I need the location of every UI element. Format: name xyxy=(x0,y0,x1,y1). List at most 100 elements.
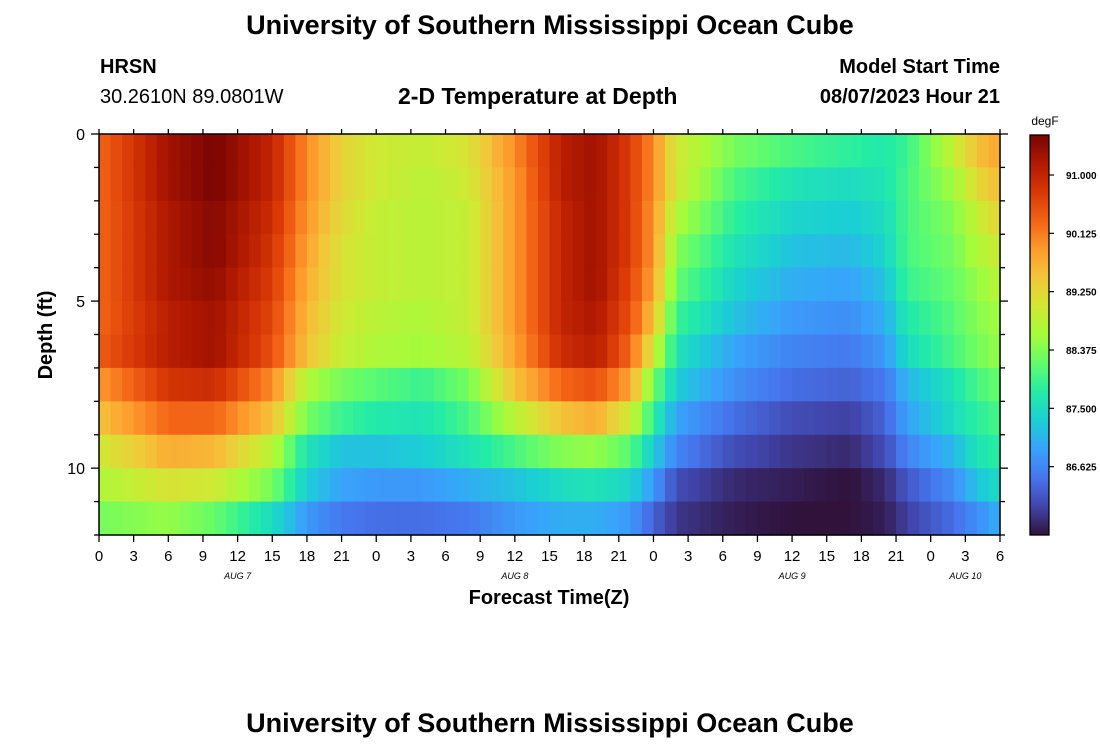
heat-cell xyxy=(861,301,874,336)
heat-cell xyxy=(676,501,689,536)
heat-cell xyxy=(572,334,585,369)
heat-cell xyxy=(295,267,308,302)
heat-cell xyxy=(295,367,308,402)
heat-cell xyxy=(976,267,990,302)
heat-cell xyxy=(838,301,851,336)
heat-cell xyxy=(433,367,447,402)
heat-cell xyxy=(480,367,493,402)
heat-cell xyxy=(202,501,216,536)
heat-cell xyxy=(318,134,331,169)
heat-cell xyxy=(122,200,135,235)
heat-cell xyxy=(792,367,805,402)
heat-cell xyxy=(919,167,932,202)
heat-cell xyxy=(734,167,747,202)
heat-cell xyxy=(711,301,724,336)
heat-cell xyxy=(295,334,308,369)
heat-cell xyxy=(838,468,851,503)
heat-cell xyxy=(665,334,678,369)
heat-cell xyxy=(514,334,527,369)
heat-cell xyxy=(272,200,285,235)
heat-cell xyxy=(745,267,759,302)
heat-cell xyxy=(260,234,273,269)
heat-cell xyxy=(503,234,516,269)
heat-cell xyxy=(514,401,527,436)
heat-cell xyxy=(318,334,331,369)
heat-cell xyxy=(803,301,816,336)
heat-cell xyxy=(214,267,227,302)
heat-cell xyxy=(780,167,793,202)
heat-cell xyxy=(780,501,793,536)
heat-cell xyxy=(607,367,620,402)
heat-cell xyxy=(803,134,816,169)
heat-cell xyxy=(145,334,158,369)
heat-cell xyxy=(537,367,551,402)
heat-cell xyxy=(641,267,655,302)
heat-cell xyxy=(168,301,181,336)
heat-cell xyxy=(768,468,782,503)
heat-cell xyxy=(942,134,955,169)
heat-cell xyxy=(133,167,146,202)
heat-cell xyxy=(156,434,169,469)
heat-cell xyxy=(226,367,239,402)
heat-cell xyxy=(815,468,828,503)
heat-cell xyxy=(630,134,643,169)
heat-cell xyxy=(641,434,655,469)
heat-cell xyxy=(884,200,897,235)
heat-cell xyxy=(376,334,389,369)
heat-cell xyxy=(722,468,735,503)
heat-cell xyxy=(457,468,470,503)
heat-cell xyxy=(688,167,701,202)
heat-cell xyxy=(734,367,747,402)
heat-cell xyxy=(849,134,862,169)
heat-cell xyxy=(179,468,193,503)
heat-cell xyxy=(480,234,493,269)
heat-cell xyxy=(872,367,886,402)
heat-cell xyxy=(503,501,516,536)
heat-cell xyxy=(907,401,920,436)
heat-cell xyxy=(815,200,828,235)
heat-cell xyxy=(549,267,562,302)
heat-cell xyxy=(907,501,920,536)
heat-cell xyxy=(607,301,620,336)
heat-cell xyxy=(653,468,666,503)
heat-cell xyxy=(595,367,608,402)
heat-cell xyxy=(237,367,250,402)
heat-cell xyxy=(353,401,366,436)
heat-cell xyxy=(665,301,678,336)
heat-cell xyxy=(780,267,793,302)
heat-cell xyxy=(572,434,585,469)
heat-cell xyxy=(537,167,551,202)
heat-cell xyxy=(480,200,493,235)
heat-cell xyxy=(145,167,158,202)
heat-cell xyxy=(549,234,562,269)
heat-cell xyxy=(237,134,250,169)
heat-cell xyxy=(526,401,539,436)
heat-cell xyxy=(191,200,204,235)
x-axis: 0 3 6 9 12 15 18 21 0 3 6 9 12 15 18 21 0 3 6 9 12 15 18 21 0 3 6 A… xyxy=(95,129,1004,581)
heat-cell xyxy=(815,301,828,336)
heat-cell xyxy=(122,334,135,369)
heat-cell xyxy=(468,301,481,336)
heat-cell xyxy=(168,167,181,202)
model-start-value: 08/07/2023 Hour 21 xyxy=(819,86,1000,108)
heat-cell xyxy=(514,134,527,169)
heat-cell xyxy=(919,267,932,302)
heat-cell xyxy=(630,234,643,269)
heat-cell xyxy=(526,134,539,169)
heat-cell xyxy=(641,401,655,436)
heat-cell xyxy=(653,367,666,402)
heat-cell xyxy=(780,134,793,169)
heat-cell xyxy=(618,134,631,169)
heat-cell xyxy=(156,301,169,336)
heat-cell xyxy=(399,468,412,503)
heat-cell xyxy=(919,468,932,503)
heat-cell xyxy=(341,367,354,402)
heat-cell xyxy=(792,434,805,469)
heat-cell xyxy=(653,301,666,336)
heat-cell xyxy=(133,334,146,369)
heat-cell xyxy=(457,134,470,169)
heat-cell xyxy=(688,367,701,402)
heat-cell xyxy=(422,367,435,402)
heat-cell xyxy=(641,334,655,369)
heat-cell xyxy=(491,468,504,503)
